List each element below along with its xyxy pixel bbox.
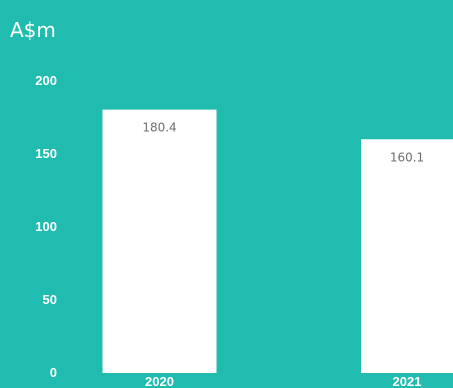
bar-2021 xyxy=(361,139,453,373)
y-tick-label: 150 xyxy=(35,146,57,161)
category-labels: 2020 2021 xyxy=(145,374,421,388)
y-axis-ticks: 0 50 100 150 200 xyxy=(35,73,57,380)
y-tick-label: 0 xyxy=(50,365,57,380)
value-label-2021: 160.1 xyxy=(390,150,424,164)
y-tick-label: 200 xyxy=(35,73,57,88)
y-tick-label: 50 xyxy=(43,292,57,307)
unit-label: A$m xyxy=(10,18,56,42)
value-label-2020: 180.4 xyxy=(142,121,176,135)
y-tick-label: 100 xyxy=(35,219,57,234)
category-label-2020: 2020 xyxy=(145,374,174,388)
bar-2020 xyxy=(102,109,217,373)
bars xyxy=(102,109,453,373)
category-label-2021: 2021 xyxy=(393,374,422,388)
value-labels: 180.4 160.1 xyxy=(142,121,424,165)
